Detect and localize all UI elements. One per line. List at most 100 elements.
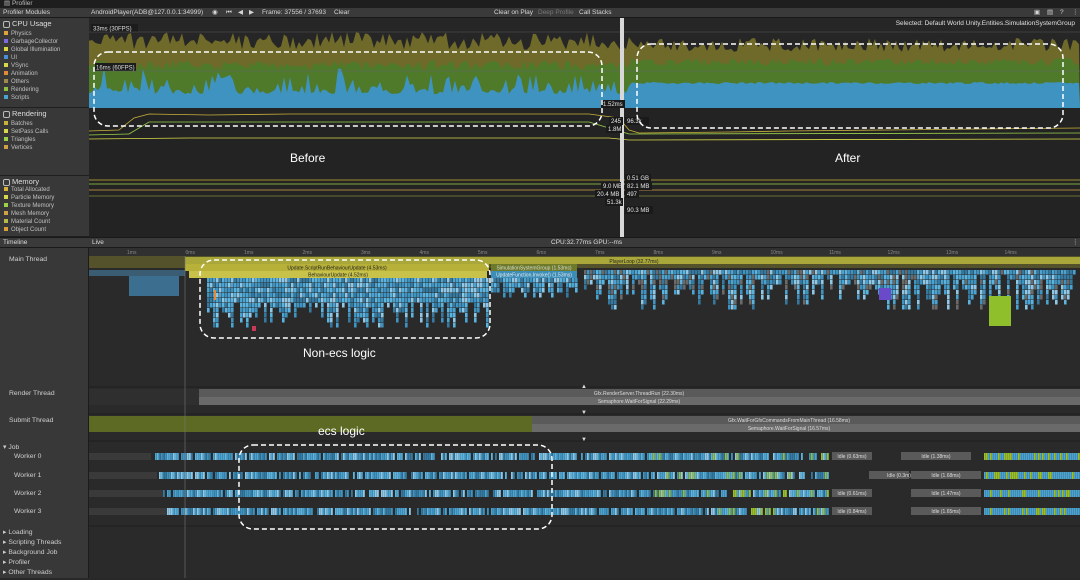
main-thread-sample[interactable] [863,285,866,290]
main-thread-sample[interactable] [213,318,216,323]
main-thread-sample[interactable] [486,308,489,313]
worker-sample[interactable] [523,453,525,460]
worker-sample[interactable] [1036,472,1038,479]
main-thread-sample[interactable] [210,303,213,308]
main-thread-sample[interactable] [1052,280,1055,285]
worker-sample[interactable] [371,472,373,479]
main-thread-sample[interactable] [336,318,339,323]
worker-sample[interactable] [625,490,627,497]
main-thread-sample[interactable] [396,283,399,288]
worker-sample[interactable] [649,453,651,460]
main-thread-sample[interactable] [1061,295,1064,300]
main-thread-sample[interactable] [207,308,210,313]
worker-sample[interactable] [393,453,395,460]
worker-sample[interactable] [221,472,223,479]
main-thread-sample[interactable] [372,283,375,288]
main-thread-sample[interactable] [980,305,983,310]
main-thread-sample[interactable] [228,303,231,308]
main-thread-sample[interactable] [947,275,950,280]
worker-sample[interactable] [817,490,819,497]
main-thread-sample[interactable] [716,290,719,295]
worker-sample[interactable] [791,490,793,497]
main-thread-sample[interactable] [261,288,264,293]
main-thread-sample[interactable] [1016,305,1019,310]
main-thread-sample[interactable] [270,283,273,288]
worker-sample[interactable] [427,508,429,515]
worker-sample[interactable] [173,472,175,479]
worker-sample[interactable] [177,490,179,497]
main-thread-sample[interactable] [626,275,629,280]
main-thread-sample[interactable] [216,323,219,328]
main-thread-sample[interactable] [1037,300,1040,305]
worker-sample[interactable] [217,472,219,479]
main-thread-sample[interactable] [797,285,800,290]
main-thread-sample[interactable] [405,298,408,303]
main-thread-sample[interactable] [240,293,243,298]
worker-sample[interactable] [343,508,345,515]
main-thread-sample[interactable] [321,298,324,303]
worker-sample[interactable] [719,472,721,479]
worker-sample[interactable] [195,508,197,515]
main-thread-sample[interactable] [491,283,494,288]
worker-sample[interactable] [759,490,761,497]
main-thread-sample[interactable] [1052,285,1055,290]
worker-sample[interactable] [701,453,703,460]
worker-sample[interactable] [659,490,661,497]
worker-sample[interactable] [315,453,317,460]
main-thread-sample[interactable] [399,283,402,288]
worker-sample[interactable] [351,490,353,497]
worker-sample[interactable] [986,490,988,497]
main-thread-sample[interactable] [932,285,935,290]
worker-sample[interactable] [1018,453,1020,460]
worker-sample[interactable] [639,472,641,479]
worker-sample[interactable] [703,490,705,497]
main-thread-sample[interactable] [285,293,288,298]
main-thread-sample[interactable] [1034,285,1037,290]
main-thread-sample[interactable] [1037,290,1040,295]
main-thread-sample[interactable] [474,318,477,323]
main-thread-sample[interactable] [327,303,330,308]
worker-sample[interactable] [693,490,695,497]
worker-sample[interactable] [667,453,669,460]
main-thread-sample[interactable] [971,270,974,275]
worker-sample[interactable] [411,472,413,479]
worker-sample[interactable] [527,472,529,479]
worker-sample[interactable] [773,508,775,515]
main-thread-sample[interactable] [968,285,971,290]
worker-sample[interactable] [157,453,159,460]
main-thread-sample[interactable] [1007,290,1010,295]
main-thread-sample[interactable] [246,288,249,293]
worker-sample[interactable] [593,508,595,515]
main-thread-sample[interactable] [692,275,695,280]
main-thread-sample[interactable] [351,283,354,288]
main-thread-sample[interactable] [989,285,992,290]
worker-sample[interactable] [645,490,647,497]
worker-sample[interactable] [519,508,521,515]
main-thread-sample[interactable] [869,270,872,275]
worker-sample[interactable] [1056,490,1058,497]
main-thread-sample[interactable] [369,278,372,283]
worker-sample[interactable] [183,472,185,479]
main-thread-sample[interactable] [803,275,806,280]
main-thread-sample[interactable] [1040,285,1043,290]
main-thread-sample[interactable] [333,293,336,298]
worker-sample[interactable] [1074,490,1076,497]
main-thread-sample[interactable] [486,283,489,288]
worker-sample[interactable] [1058,508,1060,515]
main-thread-sample[interactable] [839,290,842,295]
worker-sample[interactable] [535,472,537,479]
main-thread-sample[interactable] [689,285,692,290]
worker-sample[interactable] [391,490,393,497]
main-thread-sample[interactable] [420,308,423,313]
thread-label-worker0[interactable]: Worker 0 [14,453,42,460]
worker-sample[interactable] [755,490,757,497]
worker-sample[interactable] [1002,472,1004,479]
main-thread-sample[interactable] [767,295,770,300]
worker-sample[interactable] [793,508,795,515]
main-thread-sample[interactable] [348,303,351,308]
main-thread-sample[interactable] [1049,270,1052,275]
worker-sample[interactable] [503,453,505,460]
main-thread-sample[interactable] [396,298,399,303]
main-thread-sample[interactable] [923,270,926,275]
worker-sample[interactable] [495,453,497,460]
